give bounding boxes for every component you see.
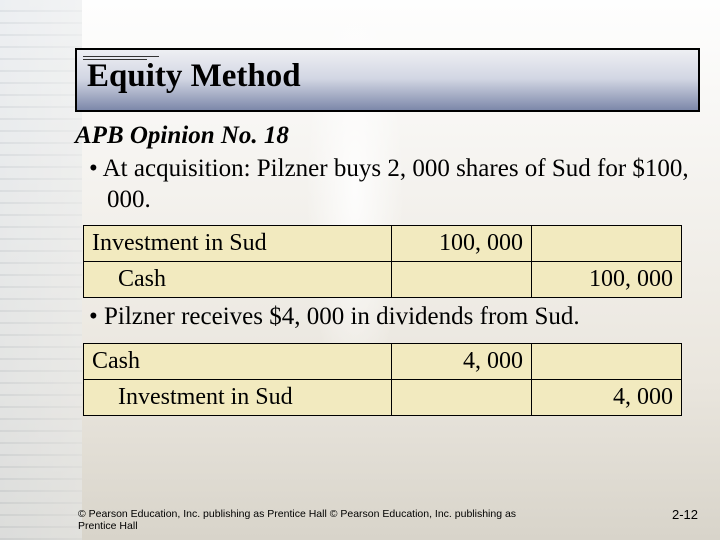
je2-account-0: Cash <box>84 343 392 379</box>
je2-credit-0 <box>532 343 682 379</box>
je1-credit-1: 100, 000 <box>532 262 682 298</box>
je1-debit-0: 100, 000 <box>392 226 532 262</box>
journal-entry-table-1: Investment in Sud 100, 000 Cash 100, 000 <box>83 225 682 298</box>
table-row: Cash 4, 000 <box>84 343 682 379</box>
slide-content: Equity Method APB Opinion No. 18 At acqu… <box>75 48 700 416</box>
title-box: Equity Method <box>75 48 700 112</box>
bullet-acquisition: At acquisition: Pilzner buys 2, 000 shar… <box>75 154 700 215</box>
table-row: Cash 100, 000 <box>84 262 682 298</box>
subheading: APB Opinion No. 18 <box>75 122 700 150</box>
copyright-footer: © Pearson Education, Inc. publishing as … <box>78 508 518 532</box>
bullet-dividends: Pilzner receives $4, 000 in dividends fr… <box>75 302 700 333</box>
je2-account-1: Investment in Sud <box>84 379 392 415</box>
title-decorative-lines <box>83 56 163 64</box>
slide-title: Equity Method <box>87 60 688 93</box>
je1-account-0: Investment in Sud <box>84 226 392 262</box>
je1-debit-1 <box>392 262 532 298</box>
bullet-list-1: At acquisition: Pilzner buys 2, 000 shar… <box>75 154 700 215</box>
je1-credit-0 <box>532 226 682 262</box>
journal-entry-table-2: Cash 4, 000 Investment in Sud 4, 000 <box>83 343 682 416</box>
decorative-left-photo-strip <box>0 0 82 540</box>
table-row: Investment in Sud 100, 000 <box>84 226 682 262</box>
je2-debit-0: 4, 000 <box>392 343 532 379</box>
table-row: Investment in Sud 4, 000 <box>84 379 682 415</box>
page-number: 2-12 <box>672 507 698 522</box>
je2-debit-1 <box>392 379 532 415</box>
je2-credit-1: 4, 000 <box>532 379 682 415</box>
bullet-list-2: Pilzner receives $4, 000 in dividends fr… <box>75 302 700 333</box>
je1-account-1: Cash <box>84 262 392 298</box>
